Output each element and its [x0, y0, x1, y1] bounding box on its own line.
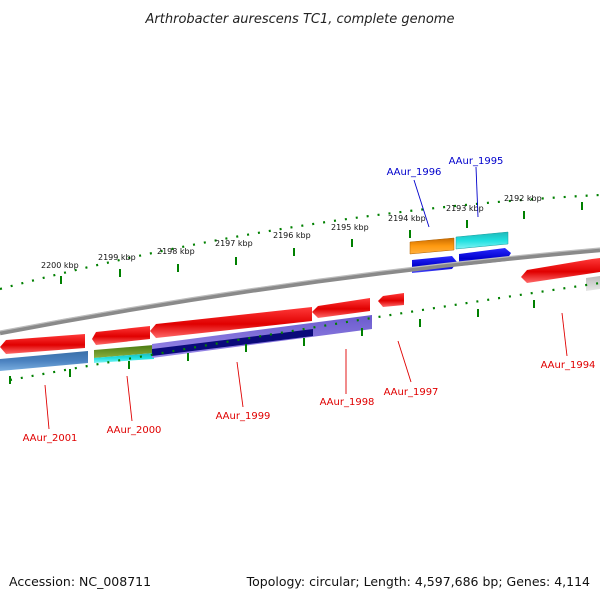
scale-label-2200: 2200 kbp — [41, 261, 79, 270]
gene-label-AAur_2001: AAur_2001 — [23, 433, 78, 444]
gene-AAur_1995-upper — [455, 231, 509, 250]
segment-1999-navy — [152, 329, 313, 356]
scale-label-2198: 2198 kbp — [157, 247, 195, 256]
inner-scale-ring — [9, 281, 600, 384]
gene-label-AAur_1997: AAur_1997 — [384, 387, 439, 398]
scale-label-2192: 2192 kbp — [504, 194, 542, 203]
scale-label-2195: 2195 kbp — [331, 223, 369, 232]
map-title: Arthrobacter aurescens TC1, complete gen… — [145, 12, 455, 27]
scale-label-2197: 2197 kbp — [215, 239, 253, 248]
scale-label-2194: 2194 kbp — [388, 214, 426, 223]
reverse-genes — [0, 258, 600, 354]
callout-AAur_1997 — [397, 340, 412, 383]
gene-labels: AAur_1996 AAur_1995 AAur_1994 AAur_1997 … — [23, 156, 596, 444]
callout-AAur_1995 — [475, 166, 479, 218]
gene-AAur_1999-arrow — [150, 307, 312, 338]
scale-label-2196: 2196 kbp — [273, 231, 311, 240]
callout-AAur_2001 — [44, 384, 50, 430]
gene-label-AAur_1995: AAur_1995 — [449, 156, 504, 167]
gene-AAur_1996-upper — [409, 237, 455, 255]
gene-AAur_1997-arrow — [378, 293, 404, 307]
callout-AAur_2000 — [126, 375, 133, 422]
accession-text: Accession: NC_008711 — [9, 574, 151, 589]
gene-label-AAur_2000: AAur_2000 — [107, 425, 162, 436]
gene-AAur_2001-arrow — [0, 334, 85, 354]
gene-AAur_1994-arrow — [521, 258, 600, 283]
genome-backbone-highlight — [0, 247, 600, 332]
lower-segments — [0, 315, 372, 371]
callout-AAur_1996 — [413, 179, 430, 228]
callout-AAur_1999 — [236, 361, 244, 408]
gene-next-grey — [586, 276, 600, 291]
gene-label-AAur_1996: AAur_1996 — [387, 167, 442, 178]
scale-label-2199: 2199 kbp — [98, 253, 136, 262]
segment-2001-lower — [0, 351, 88, 371]
genome-summary-text: Topology: circular; Length: 4,597,686 bp… — [246, 574, 590, 589]
gene-label-AAur_1998: AAur_1998 — [320, 397, 375, 408]
gene-AAur_2000-arrow — [92, 326, 150, 345]
outer-scale-ring — [0, 193, 600, 291]
scale-labels: 2200 kbp 2199 kbp 2198 kbp 2197 kbp 2196… — [41, 194, 542, 270]
callout-lines — [44, 166, 568, 430]
segment-2000-olive — [94, 345, 154, 358]
gene-label-AAur_1999: AAur_1999 — [216, 411, 271, 422]
callout-AAur_1994 — [561, 312, 568, 357]
gene-label-AAur_1994: AAur_1994 — [541, 360, 596, 371]
genome-backbone — [0, 247, 600, 336]
scale-label-2193: 2193 kbp — [446, 204, 484, 213]
segment-2000-cyan — [94, 353, 154, 363]
gene-AAur_1998-arrow — [312, 298, 370, 318]
